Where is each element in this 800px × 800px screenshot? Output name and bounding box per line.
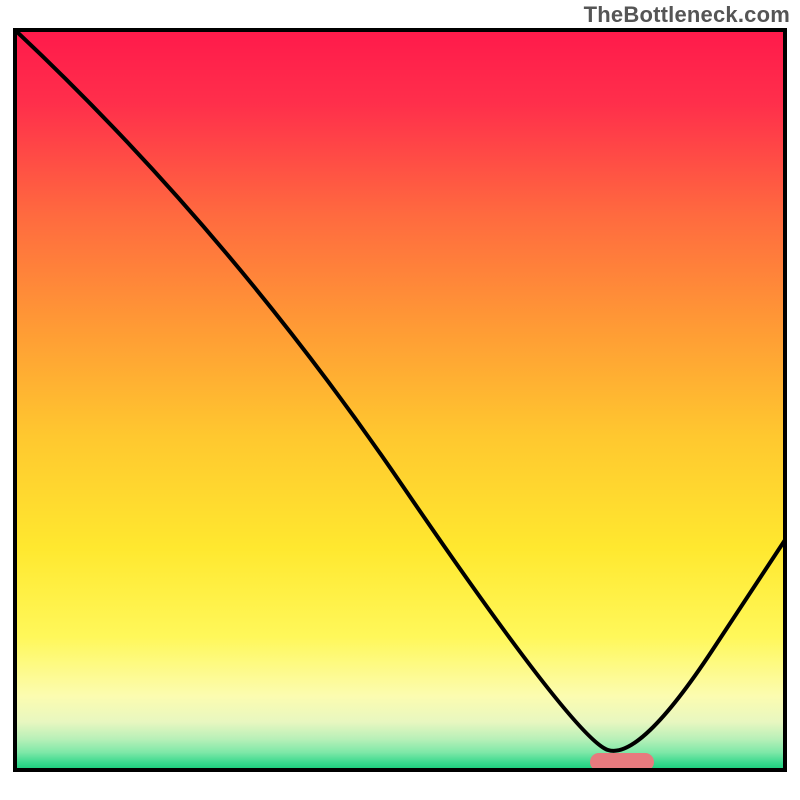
chart-stage: TheBottleneck.com — [0, 0, 800, 800]
bottleneck-chart — [0, 0, 800, 800]
gradient-background — [15, 30, 785, 770]
watermark-text: TheBottleneck.com — [584, 2, 790, 28]
